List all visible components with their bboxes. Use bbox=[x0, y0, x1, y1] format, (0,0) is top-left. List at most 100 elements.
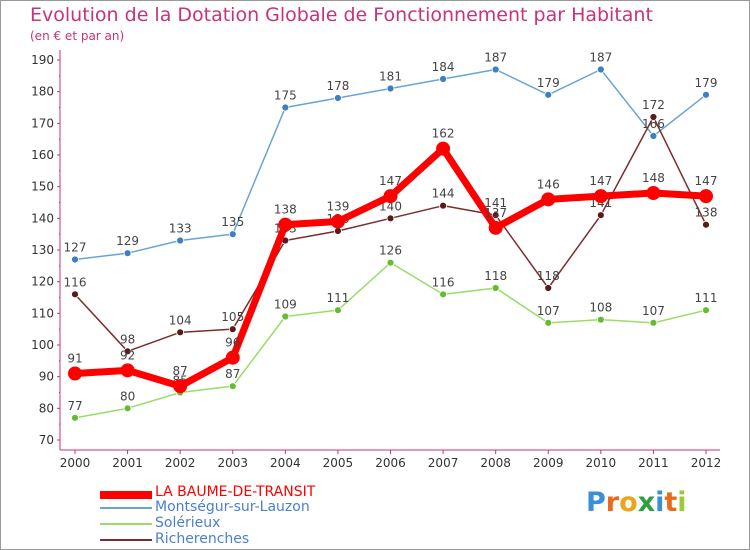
data-point-monts-gur-sur-lauzon bbox=[71, 255, 79, 264]
data-point-richerenches bbox=[596, 211, 605, 220]
data-label-monts-gur-sur-lauzon: 181 bbox=[379, 70, 402, 84]
data-label-richerenches: 118 bbox=[537, 269, 560, 283]
data-point-richerenches bbox=[71, 290, 79, 299]
data-point-monts-gur-sur-lauzon bbox=[596, 65, 605, 74]
data-label-sol-rieux: 111 bbox=[326, 291, 349, 305]
data-label-la-baume-de-transit: 148 bbox=[642, 171, 665, 185]
data-point-monts-gur-sur-lauzon bbox=[491, 65, 500, 74]
data-label-la-baume-de-transit: 147 bbox=[589, 174, 612, 188]
legend-label-la-baume: LA BAUME-DE-TRANSIT bbox=[155, 484, 316, 500]
data-point-monts-gur-sur-lauzon bbox=[281, 103, 290, 112]
data-label-richerenches: 98 bbox=[120, 332, 135, 346]
data-point-la-baume-de-transit bbox=[330, 214, 345, 229]
data-point-richerenches bbox=[123, 347, 132, 356]
data-point-la-baume-de-transit bbox=[68, 366, 82, 381]
data-label-monts-gur-sur-lauzon: 179 bbox=[695, 76, 718, 90]
data-label-sol-rieux: 108 bbox=[589, 301, 612, 315]
x-tick-label: 2010 bbox=[586, 456, 617, 470]
chart-subtitle: (en € et par an) bbox=[30, 29, 125, 43]
legend-swatch-solerieux bbox=[100, 523, 152, 525]
data-label-sol-rieux: 77 bbox=[67, 399, 82, 413]
proxiti-logo: Proxiti bbox=[586, 487, 687, 518]
legend-label-solerieux: Solérieux bbox=[155, 515, 221, 531]
data-point-monts-gur-sur-lauzon bbox=[123, 249, 132, 258]
data-label-monts-gur-sur-lauzon: 127 bbox=[64, 241, 87, 255]
x-tick-label: 2003 bbox=[217, 456, 248, 470]
data-point-sol-rieux bbox=[596, 315, 605, 324]
logo-letter: t bbox=[664, 487, 678, 518]
data-label-monts-gur-sur-lauzon: 179 bbox=[537, 76, 560, 90]
y-tick-label: 110 bbox=[31, 306, 54, 320]
data-label-sol-rieux: 111 bbox=[695, 291, 718, 305]
data-point-la-baume-de-transit bbox=[383, 189, 398, 204]
data-point-sol-rieux bbox=[123, 404, 132, 413]
y-tick-label: 130 bbox=[31, 243, 54, 257]
data-point-la-baume-de-transit bbox=[646, 186, 661, 200]
data-label-la-baume-de-transit: 138 bbox=[274, 203, 297, 217]
data-point-monts-gur-sur-lauzon bbox=[386, 84, 395, 93]
data-label-la-baume-de-transit: 87 bbox=[173, 364, 188, 378]
data-point-sol-rieux bbox=[702, 306, 710, 315]
data-label-monts-gur-sur-lauzon: 187 bbox=[484, 51, 507, 65]
data-point-richerenches bbox=[702, 220, 710, 229]
logo-letter: x bbox=[637, 487, 656, 518]
data-label-sol-rieux: 107 bbox=[642, 304, 665, 318]
x-tick-label: 2002 bbox=[165, 456, 196, 470]
data-point-richerenches bbox=[228, 325, 237, 334]
data-point-sol-rieux bbox=[334, 306, 342, 315]
data-point-monts-gur-sur-lauzon bbox=[439, 75, 447, 83]
data-point-richerenches bbox=[386, 214, 395, 223]
data-point-sol-rieux bbox=[439, 290, 447, 299]
data-label-sol-rieux: 87 bbox=[225, 367, 240, 381]
y-tick-label: 170 bbox=[31, 116, 54, 130]
data-label-monts-gur-sur-lauzon: 178 bbox=[326, 79, 349, 93]
data-label-monts-gur-sur-lauzon: 184 bbox=[432, 60, 455, 74]
data-label-la-baume-de-transit: 139 bbox=[326, 200, 349, 214]
data-point-monts-gur-sur-lauzon bbox=[544, 90, 553, 99]
data-point-monts-gur-sur-lauzon bbox=[334, 94, 342, 102]
logo-letter: i bbox=[677, 487, 687, 518]
x-tick-label: 2000 bbox=[60, 456, 91, 470]
data-point-la-baume-de-transit bbox=[120, 363, 135, 378]
data-label-monts-gur-sur-lauzon: 175 bbox=[274, 89, 297, 103]
legend-swatch-montsegur bbox=[100, 507, 152, 509]
data-point-monts-gur-sur-lauzon bbox=[649, 132, 658, 140]
data-point-sol-rieux bbox=[491, 284, 500, 292]
y-tick-label: 100 bbox=[31, 338, 54, 352]
logo-letter: P bbox=[586, 487, 606, 518]
data-label-la-baume-de-transit: 147 bbox=[695, 174, 718, 188]
data-point-la-baume-de-transit bbox=[436, 141, 451, 156]
data-point-monts-gur-sur-lauzon bbox=[228, 230, 237, 239]
data-point-la-baume-de-transit bbox=[278, 217, 293, 232]
data-point-la-baume-de-transit bbox=[541, 192, 556, 207]
data-label-monts-gur-sur-lauzon: 129 bbox=[116, 234, 139, 248]
data-label-richerenches: 138 bbox=[695, 206, 718, 220]
data-label-la-baume-de-transit: 137 bbox=[484, 206, 507, 220]
data-point-richerenches bbox=[491, 211, 500, 220]
y-tick-label: 120 bbox=[31, 275, 54, 289]
data-point-la-baume-de-transit bbox=[699, 189, 713, 204]
data-label-la-baume-de-transit: 91 bbox=[67, 352, 82, 366]
data-point-richerenches bbox=[334, 227, 342, 235]
data-point-sol-rieux bbox=[649, 318, 658, 327]
data-label-monts-gur-sur-lauzon: 133 bbox=[169, 222, 192, 236]
legend-swatch-richerenches bbox=[100, 539, 152, 541]
y-tick-label: 80 bbox=[39, 401, 54, 415]
data-point-la-baume-de-transit bbox=[593, 189, 608, 204]
data-point-richerenches bbox=[439, 201, 447, 210]
series-line-sol-rieux bbox=[74, 261, 707, 419]
data-label-sol-rieux: 107 bbox=[537, 304, 560, 318]
chart-title: Evolution de la Dotation Globale de Fonc… bbox=[30, 4, 653, 26]
data-label-la-baume-de-transit: 147 bbox=[379, 174, 402, 188]
data-label-la-baume-de-transit: 146 bbox=[537, 177, 560, 191]
y-tick-label: 180 bbox=[31, 85, 54, 99]
data-label-monts-gur-sur-lauzon: 187 bbox=[589, 51, 612, 65]
data-label-richerenches: 104 bbox=[169, 313, 192, 327]
y-tick-label: 160 bbox=[31, 148, 54, 162]
y-tick-label: 90 bbox=[39, 370, 54, 384]
legend-label-montsegur: Montségur-sur-Lauzon bbox=[155, 499, 310, 515]
data-point-la-baume-de-transit bbox=[488, 220, 503, 235]
data-point-sol-rieux bbox=[228, 382, 237, 391]
legend-label-richerenches: Richerenches bbox=[155, 531, 250, 547]
